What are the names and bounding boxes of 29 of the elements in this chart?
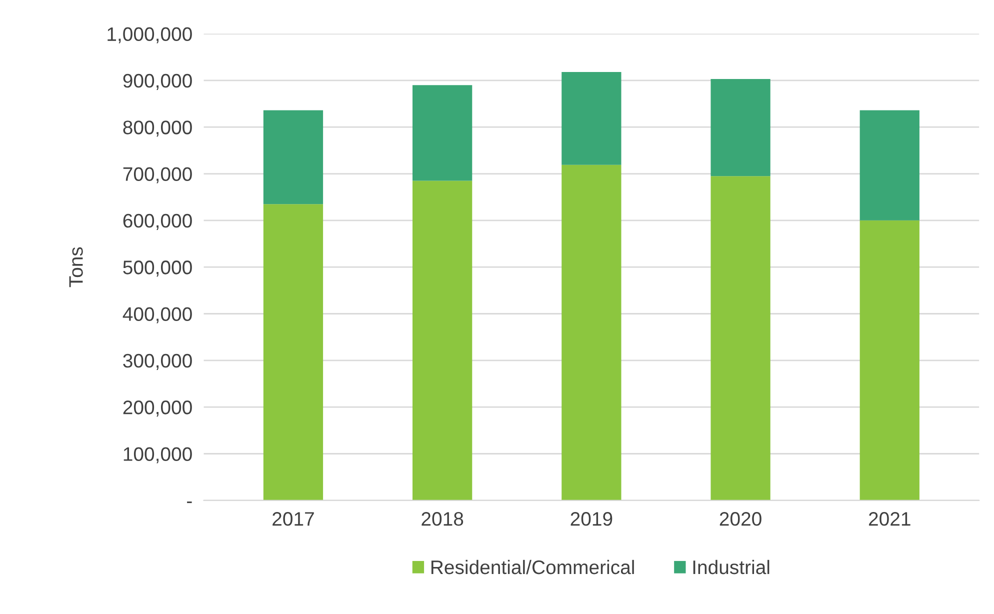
y-tick-label: - (187, 502, 192, 504)
bar (562, 72, 622, 165)
y-tick-label: 600,000 (123, 214, 192, 230)
y-tick-label: 800,000 (123, 120, 192, 137)
y-tick-label: 300,000 (123, 354, 192, 370)
bar (412, 180, 472, 500)
x-tick-label: 2019 (570, 512, 612, 526)
bar (263, 204, 324, 500)
x-tick-label: 2021 (868, 512, 910, 526)
legend-label: Industrial (693, 560, 770, 574)
bar (562, 164, 622, 500)
y-tick-label: 400,000 (122, 307, 192, 324)
y-tick-label: 1,000,000 (108, 27, 192, 44)
bar (860, 110, 920, 220)
y-tick-label: 100,000 (124, 447, 192, 464)
x-tick-label: 2017 (272, 512, 314, 526)
bar (710, 79, 770, 176)
bar (412, 85, 472, 181)
x-tick-label: 2020 (720, 512, 762, 526)
bar (263, 110, 324, 204)
bar (860, 220, 920, 500)
bar (710, 176, 770, 500)
x-tick-label: 2018 (422, 512, 464, 526)
y-tick-label: 700,000 (123, 167, 192, 184)
y-axis-title: Tons (69, 247, 83, 288)
legend-label: Residential/Commerical (431, 560, 634, 574)
y-tick-label: 500,000 (123, 260, 192, 277)
y-tick-label: 200,000 (123, 400, 192, 417)
y-tick-label: 900,000 (123, 74, 192, 90)
